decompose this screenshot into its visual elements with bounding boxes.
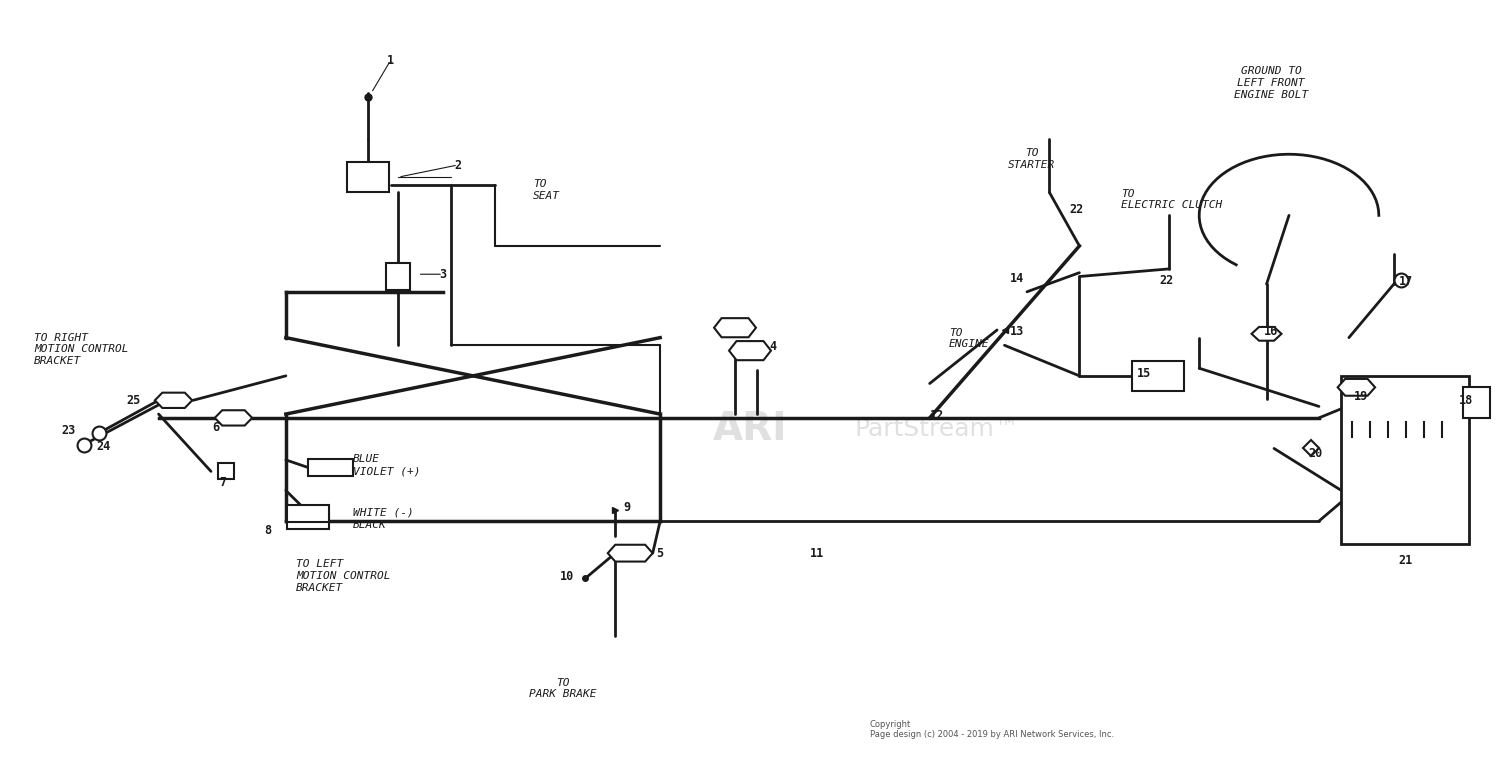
Text: TO
PARK BRAKE: TO PARK BRAKE	[530, 678, 597, 700]
Text: 6: 6	[211, 420, 219, 433]
Text: TO
STARTER: TO STARTER	[1008, 148, 1054, 170]
Text: 13: 13	[1010, 325, 1023, 338]
Polygon shape	[729, 341, 771, 360]
Text: 21: 21	[1398, 555, 1413, 568]
Text: 14: 14	[1010, 272, 1023, 285]
Text: 4: 4	[770, 341, 776, 354]
Text: 19: 19	[1353, 390, 1368, 403]
Text: 22: 22	[1070, 202, 1083, 216]
Polygon shape	[154, 393, 192, 408]
Text: 7: 7	[219, 476, 226, 489]
Bar	[1462, 387, 1490, 418]
Bar	[288, 505, 330, 522]
Text: 10: 10	[560, 570, 574, 583]
Polygon shape	[1251, 327, 1281, 341]
Text: 8: 8	[264, 524, 272, 537]
Text: 15: 15	[1137, 367, 1150, 380]
Text: GROUND TO
LEFT FRONT
ENGINE BOLT: GROUND TO LEFT FRONT ENGINE BOLT	[1234, 67, 1308, 100]
Text: TO
ENGINE: TO ENGINE	[950, 328, 990, 349]
Text: TO RIGHT
MOTION CONTROL
BRACKET: TO RIGHT MOTION CONTROL BRACKET	[34, 333, 129, 366]
Text: 17: 17	[1398, 275, 1413, 288]
Bar	[309, 459, 352, 476]
Text: 16: 16	[1264, 325, 1278, 338]
Text: 25: 25	[126, 393, 141, 407]
Text: 23: 23	[62, 424, 76, 437]
Bar	[288, 512, 330, 529]
Bar	[1132, 360, 1184, 391]
Text: 12: 12	[930, 409, 945, 422]
Text: 11: 11	[810, 547, 825, 560]
Text: TO
ELECTRIC CLUTCH: TO ELECTRIC CLUTCH	[1122, 189, 1222, 210]
Polygon shape	[608, 545, 652, 561]
Text: TO
SEAT: TO SEAT	[532, 179, 560, 201]
Bar	[346, 162, 388, 193]
Text: 20: 20	[1310, 447, 1323, 460]
Text: 24: 24	[96, 439, 111, 453]
Text: 5: 5	[657, 547, 663, 560]
Text: 9: 9	[624, 501, 632, 514]
Text: BLUE
VIOLET (+): BLUE VIOLET (+)	[352, 455, 420, 476]
Bar	[1341, 376, 1468, 544]
Text: 3: 3	[440, 268, 447, 281]
Text: WHITE (-)
BLACK: WHITE (-) BLACK	[352, 508, 414, 529]
Text: PartStream™: PartStream™	[855, 417, 1020, 441]
Text: 1: 1	[387, 54, 394, 67]
Polygon shape	[714, 318, 756, 337]
Text: ARI: ARI	[712, 410, 788, 449]
Text: Copyright
Page design (c) 2004 - 2019 by ARI Network Services, Inc.: Copyright Page design (c) 2004 - 2019 by…	[870, 719, 1114, 739]
Polygon shape	[214, 410, 252, 426]
Text: 18: 18	[1458, 393, 1473, 407]
Text: 2: 2	[454, 160, 462, 173]
Text: 22: 22	[1160, 274, 1173, 287]
Bar	[386, 263, 410, 290]
Text: TO LEFT
MOTION CONTROL
BRACKET: TO LEFT MOTION CONTROL BRACKET	[297, 559, 392, 593]
Polygon shape	[1338, 379, 1376, 396]
